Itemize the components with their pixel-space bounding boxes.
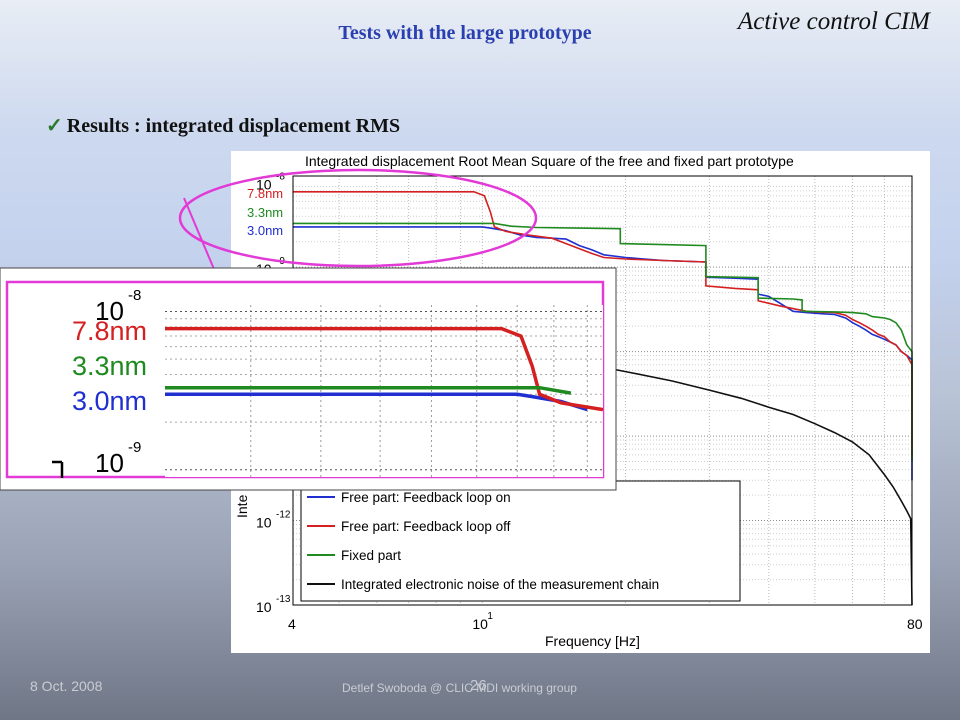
y-axis-label: Inte <box>234 494 250 518</box>
bullet-text: Results : integrated displacement RMS <box>66 115 401 137</box>
rms-annotation: 3.3nm <box>247 205 283 220</box>
legend-label: Free part: Feedback loop off <box>341 519 511 534</box>
zoom-plot-area <box>165 305 603 477</box>
rms-annotation: 7.8nm <box>247 186 283 201</box>
x-tick-label: 10 <box>472 616 488 632</box>
y-tick-exponent: -8 <box>276 172 285 183</box>
y-tick-label: 10 <box>256 177 272 193</box>
page-number: 26 <box>470 677 487 694</box>
x-axis-label: Frequency [Hz] <box>545 633 640 649</box>
chart-title: Integrated displacement Root Mean Square… <box>305 153 794 169</box>
zoom-tick-label: 10 <box>95 296 124 326</box>
x-tick-label: 4 <box>288 616 296 632</box>
legend-label: Fixed part <box>341 548 401 563</box>
zoom-tick-exponent: -9 <box>128 439 141 456</box>
legend-label: Integrated electronic noise of the measu… <box>341 577 659 592</box>
zoom-rms-annotation: 3.0nm <box>72 386 147 416</box>
y-tick-exponent: -13 <box>276 594 291 605</box>
legend-label: Free part: Feedback loop on <box>341 490 511 505</box>
series-line <box>293 222 913 462</box>
zoom-rms-annotation: 7.8nm <box>72 316 147 346</box>
highlight-ellipse <box>178 168 538 268</box>
rms-annotation: 3.0nm <box>247 223 283 238</box>
zoom-rms-annotation: 3.3nm <box>72 351 147 381</box>
checkmark-icon: ✓ <box>46 115 63 137</box>
bullet-item: ✓ Results : integrated displacement RMS <box>46 113 400 138</box>
footer-center: Detlef Swoboda @ CLIC MDI working group <box>342 681 577 695</box>
footer-date: 8 Oct. 2008 <box>30 678 103 694</box>
corner-label: Active control CIM <box>737 8 930 35</box>
y-tick-exponent: -12 <box>276 510 291 521</box>
zoom-series-line <box>165 385 572 395</box>
zoom-series-line <box>165 326 604 412</box>
x-tick-label: 80 <box>907 616 923 632</box>
y-tick-label: 10 <box>256 515 272 531</box>
x-tick-exponent: 1 <box>487 611 493 622</box>
legend-box <box>300 480 741 602</box>
zoom-tick-exponent: -8 <box>128 287 141 304</box>
y-tick-label: 10 <box>256 599 272 615</box>
zoom-tick-label: 10 <box>95 448 124 478</box>
slide-title: Tests with the large prototype <box>338 22 592 44</box>
